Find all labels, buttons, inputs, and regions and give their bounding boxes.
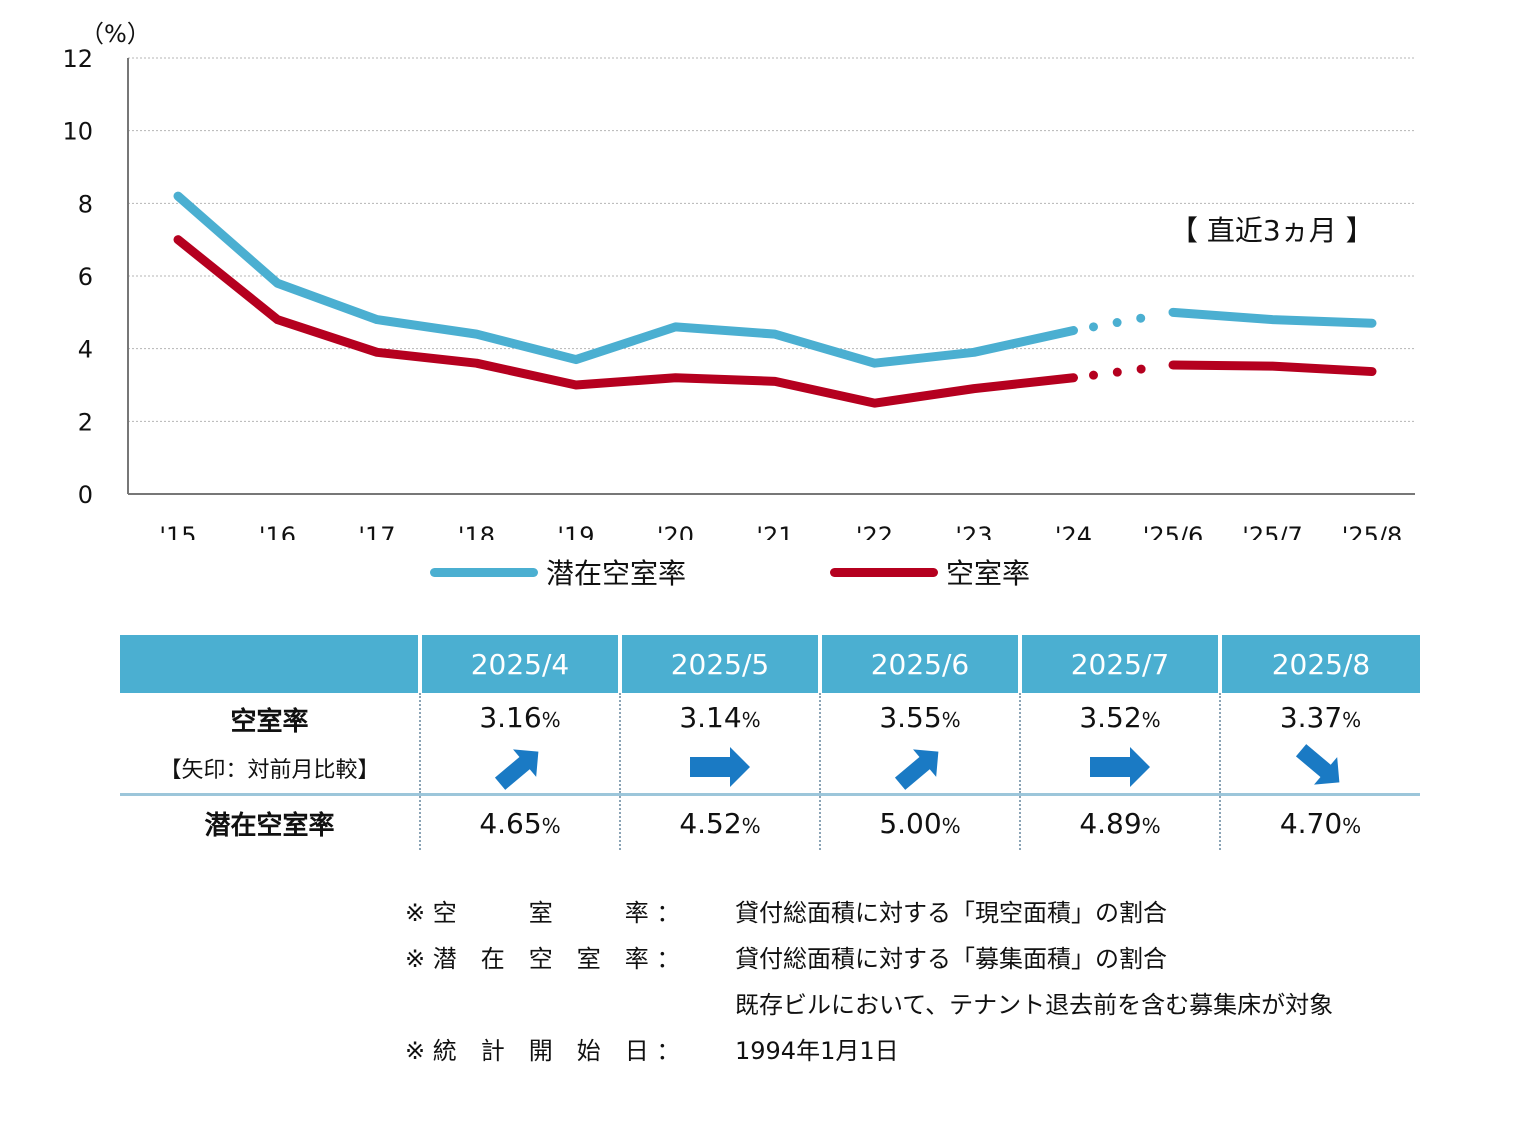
legend-label-potential: 潜在空室率: [546, 557, 687, 590]
series-lines: [173, 191, 1377, 408]
vacancy-cell: 3.14%: [619, 693, 820, 795]
x-tick-label: '17: [358, 522, 395, 540]
arrow-flat-icon: [1085, 740, 1155, 792]
table-header-2025-4: 2025/4: [418, 635, 620, 693]
table-row-vacancy: 空室率 【矢印：対前月比較】 3.16% 3.14% 3.55% 3.52% 3…: [120, 693, 1420, 795]
x-tick-label: '22: [856, 522, 893, 540]
potential-value: 4.65%: [479, 806, 561, 840]
note-value: 貸付総面積に対する「現空面積」の割合: [735, 899, 1167, 927]
arrow-up-icon: [485, 740, 555, 792]
potential-cell: 4.65%: [419, 793, 620, 850]
note-value: 貸付総面積に対する「募集面積」の割合: [735, 945, 1167, 973]
y-tick-labels: 0 2 4 6 8 10 12: [62, 45, 93, 509]
vacancy-cell: 3.55%: [819, 693, 1020, 795]
row-label-potential: 潜在空室率: [120, 793, 420, 850]
x-tick-label: '23: [955, 522, 992, 540]
x-tick-label: '24: [1055, 522, 1092, 540]
notes: ※ 空 室 率 ： 貸付総面積に対する「現空面積」の割合 ※ 潜 在 空 室 率…: [405, 890, 1333, 1074]
note-potential-scope: 既存ビルにおいて、テナント退去前を含む募集床が対象: [405, 982, 1333, 1028]
table-row-potential: 潜在空室率 4.65% 4.52% 5.00% 4.89% 4.70%: [120, 793, 1420, 850]
x-tick-label: '18: [458, 522, 495, 540]
x-tick-label: '20: [657, 522, 694, 540]
y-tick-label: 10: [62, 118, 93, 146]
arrow-up-icon: [885, 740, 955, 792]
table-header-2025-6: 2025/6: [818, 635, 1020, 693]
line-chart: 0 2 4 6 8 10 12 （%） '15 '16 '17 '18 '19 '20 '21 '22 '2…: [62, 20, 1415, 540]
legend-swatch-vacancy: [830, 567, 938, 577]
vacancy-label: 空室率: [230, 707, 309, 737]
legend-item-vacancy: 空室率: [830, 552, 1030, 592]
note-potential-definition: ※ 潜 在 空 室 率 ： 貸付総面積に対する「募集面積」の割合: [405, 936, 1333, 982]
vacancy-cell: 3.37%: [1219, 693, 1420, 795]
note-key: ※ 空 室 率 ：: [405, 899, 681, 927]
potential-cell: 4.52%: [619, 793, 820, 850]
vacancy-value: 3.37%: [1279, 701, 1362, 734]
series-line-dotted-gap: [1089, 309, 1168, 332]
y-tick-label: 6: [78, 263, 93, 291]
y-tick-label: 0: [78, 481, 93, 509]
y-tick-label: 8: [78, 190, 93, 218]
arrow-flat-icon: [685, 740, 755, 792]
potential-cell: 5.00%: [819, 793, 1020, 850]
recent-months-annotation: 【 直近3ヵ月 】: [1170, 214, 1374, 247]
x-tick-label: '16: [259, 522, 296, 540]
y-tick-label: 2: [78, 408, 93, 436]
x-tick-label: '19: [557, 522, 594, 540]
note-key: ※ 潜 在 空 室 率 ：: [405, 945, 681, 973]
grid-lines: [128, 57, 1415, 422]
table-header-empty: [120, 635, 420, 693]
table-header-2025-8: 2025/8: [1218, 635, 1420, 693]
note-vacancy-definition: ※ 空 室 率 ： 貸付総面積に対する「現空面積」の割合: [405, 890, 1333, 936]
x-tick-label: '25/6: [1143, 522, 1204, 540]
series-line-recent: [1168, 307, 1377, 328]
table-header-2025-5: 2025/5: [618, 635, 820, 693]
x-tick-label: '21: [756, 522, 793, 540]
table-header-2025-7: 2025/7: [1018, 635, 1220, 693]
series-line-recent: [1168, 360, 1377, 377]
vacancy-table: 2025/4 2025/5 2025/6 2025/7 2025/8 空室率 【…: [120, 635, 1420, 850]
vacancy-cell: 3.16%: [419, 693, 620, 795]
y-tick-label: 12: [62, 45, 93, 73]
note-value: 1994年1月1日: [735, 1037, 899, 1065]
vacancy-value: 3.14%: [679, 701, 761, 734]
potential-cell: 4.70%: [1219, 793, 1420, 850]
arrow-down-icon: [1286, 740, 1356, 792]
vacancy-value: 3.52%: [1079, 701, 1161, 734]
x-tick-label: '25/8: [1342, 522, 1403, 540]
potential-value: 4.52%: [679, 806, 761, 840]
legend-swatch-potential: [430, 567, 538, 577]
x-tick-labels: '15 '16 '17 '18 '19 '20 '21 '22 '23 '24 '25/6 '25/7…: [159, 522, 1402, 540]
arrow-comparison-label: 【矢印：対前月比較】: [159, 758, 380, 783]
potential-value: 4.70%: [1279, 806, 1362, 840]
row-label-vacancy: 空室率 【矢印：対前月比較】: [120, 693, 420, 795]
legend-label-vacancy: 空室率: [946, 557, 1031, 590]
table-header-row: 2025/4 2025/5 2025/6 2025/7 2025/8: [120, 635, 1420, 693]
series-line: [173, 235, 1078, 408]
note-start-date: ※ 統 計 開 始 日 ： 1994年1月1日: [405, 1028, 1333, 1074]
vacancy-value: 3.55%: [879, 701, 961, 734]
y-unit-label: （%）: [80, 20, 151, 48]
potential-value: 4.89%: [1079, 806, 1161, 840]
note-key: ※ 統 計 開 始 日 ：: [405, 1037, 681, 1065]
series-line-dotted-gap: [1089, 361, 1168, 380]
x-tick-label: '25/7: [1242, 522, 1303, 540]
series-line: [173, 191, 1078, 368]
note-value: 既存ビルにおいて、テナント退去前を含む募集床が対象: [735, 991, 1334, 1019]
potential-value: 5.00%: [879, 806, 961, 840]
vacancy-value: 3.16%: [479, 701, 561, 734]
note-key: [405, 982, 735, 1028]
legend-item-potential: 潜在空室率: [430, 552, 686, 592]
y-tick-label: 4: [78, 336, 93, 364]
potential-cell: 4.89%: [1019, 793, 1220, 850]
vacancy-cell: 3.52%: [1019, 693, 1220, 795]
x-tick-label: '15: [159, 522, 196, 540]
